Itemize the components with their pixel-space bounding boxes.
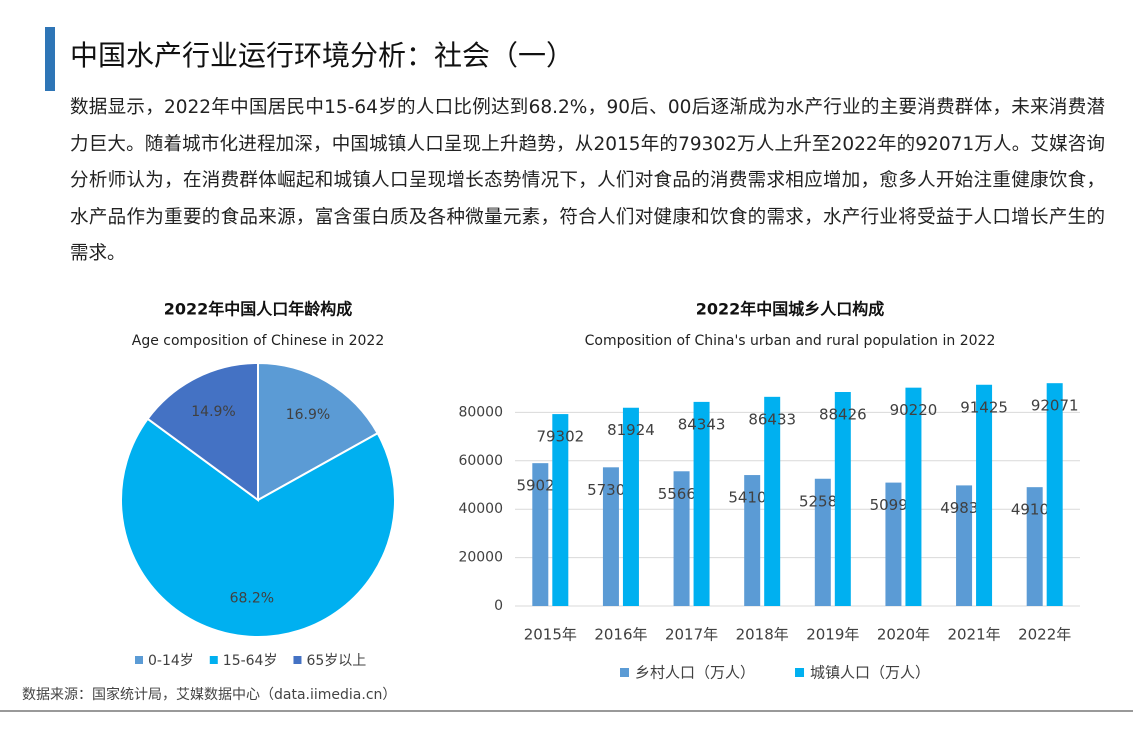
- data-label: 50992: [870, 496, 918, 514]
- pie-slice: [146, 361, 259, 502]
- charts: 2022年中国人口年龄构成 Age composition of Chinese …: [120, 300, 1080, 681]
- x-tick-label: 2020年: [877, 626, 930, 644]
- bar: [602, 467, 619, 606]
- bar: [693, 401, 710, 606]
- pie-slice: [257, 361, 379, 502]
- bar: [834, 392, 851, 606]
- data-label: 81924: [607, 421, 655, 439]
- source: 数据来源：国家统计局，艾媒数据中心（data.iimedia.cn）: [22, 687, 397, 703]
- bar: [905, 387, 922, 606]
- data-label: 92071: [1031, 397, 1079, 415]
- bar: [976, 384, 993, 606]
- data-label: 88426: [819, 406, 867, 424]
- x-tick-label: 2015年: [524, 626, 577, 644]
- data-label: 49835: [940, 499, 988, 517]
- legend-swatch: [209, 656, 218, 664]
- title-accent: [45, 27, 55, 91]
- y-tick-label: 20000: [458, 550, 503, 566]
- data-label: 86433: [748, 410, 796, 428]
- bar: [744, 475, 761, 606]
- data-label: 57308: [587, 481, 635, 499]
- data-label: 91425: [960, 398, 1008, 416]
- bottom-rule: [0, 710, 1133, 712]
- bar: [956, 485, 973, 606]
- data-label: 54108: [728, 489, 776, 507]
- data-label: 68.2%: [230, 590, 274, 606]
- data-label: 79302: [536, 428, 584, 446]
- y-tick-label: 60000: [458, 453, 503, 469]
- bar: [1026, 487, 1043, 606]
- data-label: 14.9%: [191, 404, 235, 420]
- legend-swatch: [293, 656, 302, 664]
- legend-label: 0-14岁: [148, 653, 194, 669]
- legend-label: 15-64岁: [223, 653, 278, 669]
- data-label: 90220: [890, 401, 938, 419]
- chart-title: 2022年中国人口年龄构成: [164, 300, 353, 319]
- data-label: 84343: [678, 415, 726, 433]
- x-tick-label: 2018年: [736, 626, 789, 644]
- y-tick-label: 0: [494, 598, 503, 614]
- pie-slice: [120, 417, 396, 638]
- bar: [814, 478, 831, 606]
- bar: [673, 471, 690, 606]
- legend-swatch: [795, 668, 805, 677]
- legend-swatch: [620, 668, 629, 677]
- legend-swatch: [135, 656, 143, 664]
- x-tick-label: 2017年: [665, 626, 718, 644]
- x-tick-label: 2019年: [806, 626, 859, 644]
- legend-label: 65岁以上: [306, 653, 366, 669]
- bar: [552, 414, 569, 606]
- chart-title: 2022年中国城乡人口构成: [696, 300, 885, 319]
- chart-subtitle: Age composition of Chinese in 2022: [132, 333, 385, 349]
- data-label: 49104: [1011, 501, 1059, 519]
- chart-subtitle: Composition of China's urban and rural p…: [585, 333, 996, 349]
- bar: [622, 407, 639, 606]
- bar: [764, 396, 781, 606]
- x-tick-label: 2016年: [594, 626, 647, 644]
- legend-label: 城镇人口（万人）: [810, 664, 930, 681]
- y-tick-label: 40000: [458, 501, 503, 517]
- paragraph: 数据显示，2022年中国居民中15-64岁的人口比例达到68.2%，90后、00…: [70, 97, 1105, 264]
- y-tick-label: 80000: [458, 404, 503, 420]
- data-label: 16.9%: [286, 407, 330, 423]
- data-label: 55668: [658, 485, 706, 503]
- page-title: 中国水产行业运行环境分析：社会（一）: [70, 39, 575, 72]
- x-tick-label: 2021年: [947, 626, 1000, 644]
- bar: [532, 463, 549, 606]
- legend-label: 乡村人口（万人）: [635, 664, 755, 681]
- bar: [1046, 383, 1063, 606]
- data-label: 52582: [799, 492, 847, 510]
- bar: [885, 482, 902, 606]
- x-tick-label: 2022年: [1018, 626, 1071, 644]
- data-label: 59024: [516, 477, 564, 495]
